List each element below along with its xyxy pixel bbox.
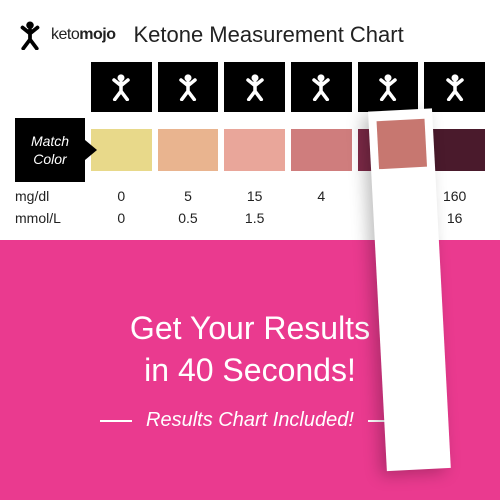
level-icon-3 bbox=[291, 62, 352, 112]
brand-logo-icon bbox=[15, 20, 45, 50]
chart-title: Ketone Measurement Chart bbox=[133, 22, 403, 48]
level-icon-1 bbox=[158, 62, 219, 112]
level-icon-2 bbox=[224, 62, 285, 112]
headline-line2: in 40 Seconds! bbox=[144, 352, 356, 388]
headline-line1: Get Your Results bbox=[130, 310, 370, 346]
promo-headline: Get Your Results in 40 Seconds! bbox=[130, 308, 370, 391]
swatch-2 bbox=[224, 129, 285, 171]
logo-keto: keto bbox=[51, 26, 79, 43]
mmol-0: 0 bbox=[91, 210, 152, 226]
level-icon-4 bbox=[358, 62, 419, 112]
level-icon-5 bbox=[424, 62, 485, 112]
mgdl-2: 15 bbox=[224, 188, 285, 204]
mmol-2: 1.5 bbox=[224, 210, 285, 226]
mmol-1: 0.5 bbox=[158, 210, 219, 226]
unit-mgdl-label: mg/dl bbox=[15, 188, 85, 204]
brand-logo: ketomojo bbox=[15, 20, 115, 50]
promo-subline-wrap: Results Chart Included! bbox=[100, 409, 400, 432]
test-strip-pad bbox=[377, 119, 427, 169]
level-icon-0 bbox=[91, 62, 152, 112]
swatch-0 bbox=[91, 129, 152, 171]
mgdl-1: 5 bbox=[158, 188, 219, 204]
header-row: ketomojo Ketone Measurement Chart bbox=[15, 20, 485, 50]
match-label-line1: Match bbox=[31, 133, 69, 149]
unit-mmol-label: mmol/L bbox=[15, 210, 85, 226]
match-color-label: Match Color bbox=[15, 118, 85, 182]
swatch-1 bbox=[158, 129, 219, 171]
logo-mojo: mojo bbox=[79, 26, 115, 43]
dash-left-icon bbox=[100, 420, 132, 422]
swatch-3 bbox=[291, 129, 352, 171]
mgdl-3: 4 bbox=[291, 188, 352, 204]
brand-logo-text: ketomojo bbox=[51, 26, 115, 44]
promo-subline: Results Chart Included! bbox=[146, 409, 354, 432]
match-label-line2: Color bbox=[33, 151, 66, 167]
mgdl-0: 0 bbox=[91, 188, 152, 204]
